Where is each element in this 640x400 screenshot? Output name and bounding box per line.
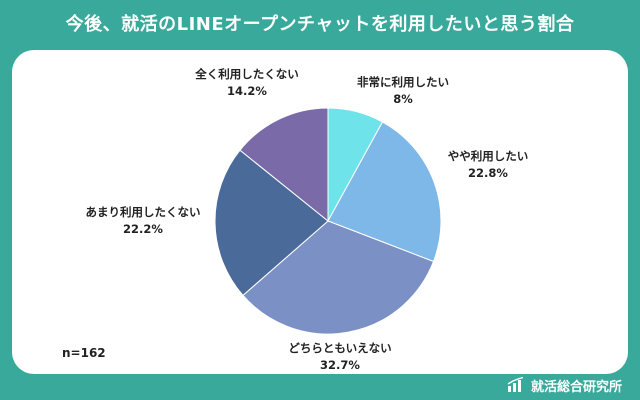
slice-category-label: 全く利用したくない [194, 67, 299, 81]
slice-value-label: 22.2% [123, 222, 163, 236]
pie-slice-2 [327, 121, 442, 263]
sample-size-label: n=162 [62, 346, 106, 360]
slice-value-label: 32.7% [320, 358, 360, 372]
pie-slice-5 [239, 107, 329, 223]
pie-slice-4 [214, 149, 329, 297]
slice-value-label: 8% [393, 92, 413, 106]
pie-slices [214, 107, 442, 335]
bar-chart-logo-icon [507, 377, 524, 392]
pie-slice-3 [242, 220, 435, 335]
slice-category-label: あまり利用したくない [86, 205, 201, 219]
slice-category-label: 非常に利用したい [357, 75, 449, 89]
brand-name: 就活総合研究所 [530, 379, 622, 395]
chart-title: 今後、就活のLINEオープンチャットを利用したいと思う割合 [65, 14, 575, 35]
brand-footer: 就活総合研究所 [507, 374, 622, 396]
slice-value-label: 22.8% [468, 166, 508, 180]
slice-category-label: やや利用したい [448, 149, 529, 163]
pie-labels: 非常に利用したい 8% やや利用したい 22.8% どちらともいえない 32.7% あまり利… [86, 67, 529, 372]
slice-category-label: どちらともいえない [288, 341, 391, 355]
slice-value-label: 14.2% [227, 84, 267, 98]
